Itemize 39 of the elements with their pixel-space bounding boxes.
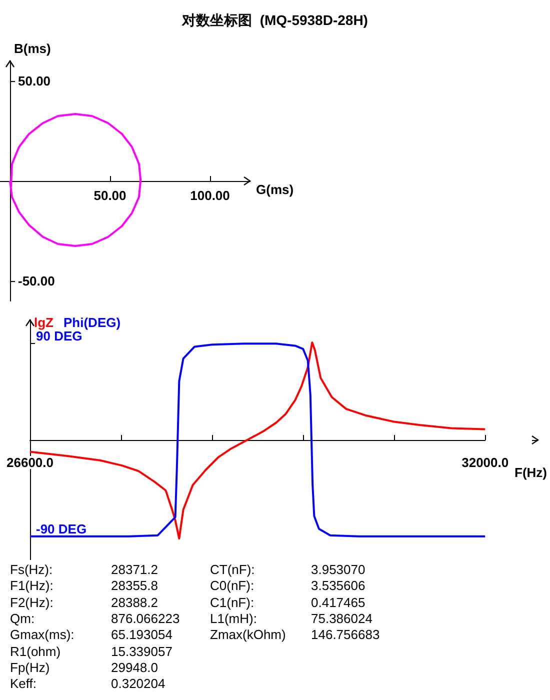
text: Phi(DEG) (64, 315, 121, 330)
text: Fs(Hz): (10, 562, 53, 578)
x-axis-title: F(Hz) (514, 465, 548, 480)
text: Zmax(kOhm) (210, 627, 286, 644)
text: C1(nF): (210, 594, 254, 611)
text: C0(nF): (210, 578, 254, 594)
x-tick-label: 26600.0 (6, 455, 54, 470)
y-tick-label: -50.00 (18, 274, 55, 288)
text: CT(nF): (210, 562, 255, 578)
text: 0.320204 (111, 676, 166, 692)
text: 75.386024 (311, 610, 372, 627)
text: 0.417465 (311, 594, 366, 611)
text: 876.066223 (111, 610, 180, 627)
x-tick-label: 100.00 (190, 188, 230, 203)
y-axis-title: B(ms) (14, 41, 51, 56)
text: Fp(Hz) (10, 660, 50, 676)
text: 29948.0 (111, 660, 158, 676)
x-tick-label: 32000.0 (462, 455, 509, 470)
y-tick-label: 90 DEG (36, 328, 82, 344)
text: F2(Hz): (10, 594, 54, 611)
text: 28371.2 (111, 562, 158, 578)
text: 146.756683 (311, 627, 380, 644)
text: Keff: (10, 676, 37, 692)
text: Qm: (10, 610, 35, 627)
text: R1(ohm) (10, 644, 61, 660)
text: lgZ (34, 315, 54, 330)
text: L1(mH): (210, 610, 257, 627)
text: 3.953070 (311, 562, 366, 578)
text: 28355.8 (111, 578, 158, 594)
x-axis-title: G(ms) (256, 182, 294, 197)
text: 65.193054 (111, 627, 172, 644)
line-series (9, 113, 142, 247)
text: F1(Hz): (10, 578, 54, 594)
text: 28388.2 (111, 594, 158, 611)
text: 15.339057 (111, 644, 172, 660)
chart-title: 对数坐标图 (MQ-5938D-28H) (181, 12, 368, 28)
text: 3.535606 (311, 578, 366, 594)
y-tick-label: -90 DEG (36, 521, 87, 536)
text: Gmax(ms): (10, 627, 74, 644)
